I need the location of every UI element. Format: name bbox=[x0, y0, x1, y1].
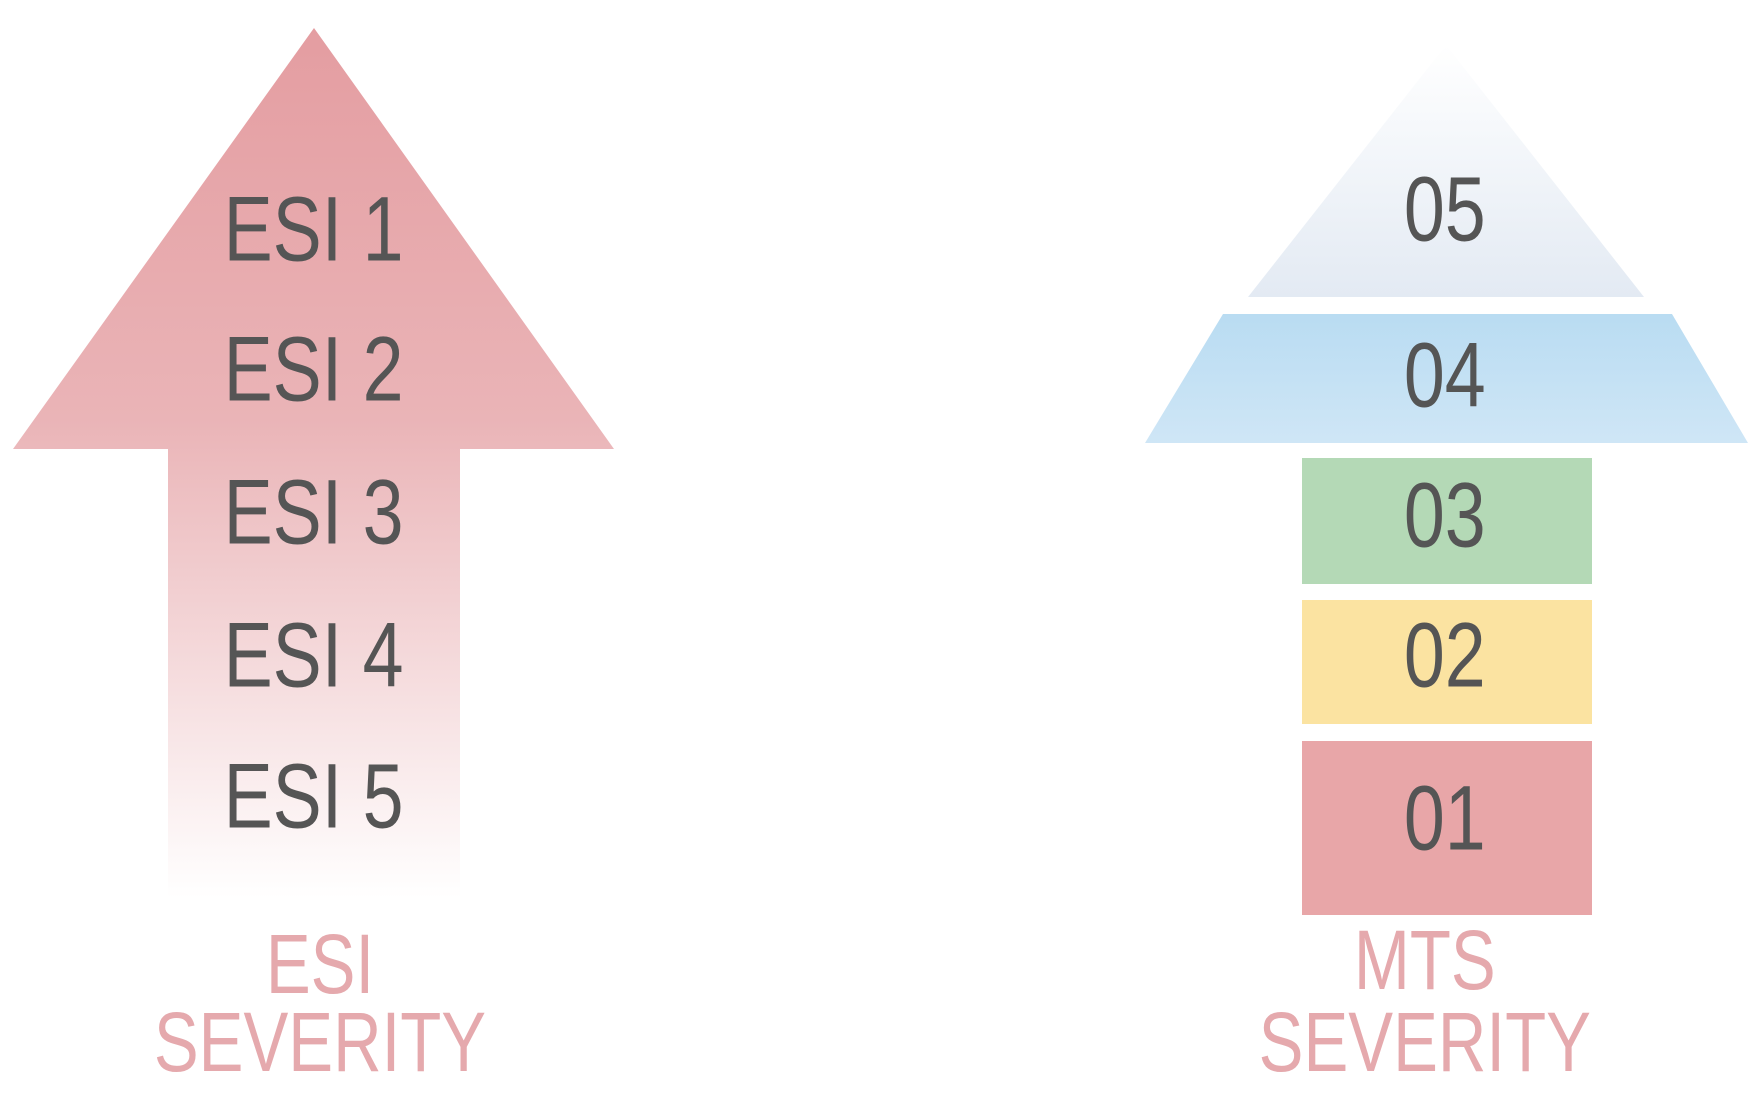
text-layer: ESI 1 ESI 2 ESI 3 ESI 4 ESI 5 ESI SEVERI… bbox=[154, 157, 1591, 1089]
mts-level-02-shape bbox=[1302, 600, 1592, 724]
mts-level-01-shape bbox=[1302, 741, 1592, 915]
esi-level: ESI 2 bbox=[224, 317, 404, 420]
mts-level: 05 bbox=[1404, 157, 1486, 260]
mts-level: 02 bbox=[1404, 603, 1486, 706]
esi-arrow bbox=[13, 28, 614, 898]
esi-level: ESI 5 bbox=[224, 744, 404, 847]
mts-level-05-shape bbox=[1248, 45, 1644, 297]
mts-label: MTS bbox=[1354, 914, 1496, 1008]
mts-level: 04 bbox=[1404, 323, 1486, 426]
mts-level: 03 bbox=[1404, 463, 1486, 566]
esi-level: ESI 4 bbox=[224, 603, 404, 706]
mts-label: SEVERITY bbox=[1259, 996, 1591, 1090]
esi-level: ESI 3 bbox=[224, 460, 404, 563]
esi-label: SEVERITY bbox=[154, 996, 486, 1090]
esi-label: ESI bbox=[266, 918, 374, 1012]
mts-level: 01 bbox=[1404, 766, 1486, 869]
esi-level: ESI 1 bbox=[224, 177, 404, 280]
mts-level-04-shape bbox=[1145, 314, 1748, 443]
mts-level-03-shape bbox=[1302, 458, 1592, 584]
